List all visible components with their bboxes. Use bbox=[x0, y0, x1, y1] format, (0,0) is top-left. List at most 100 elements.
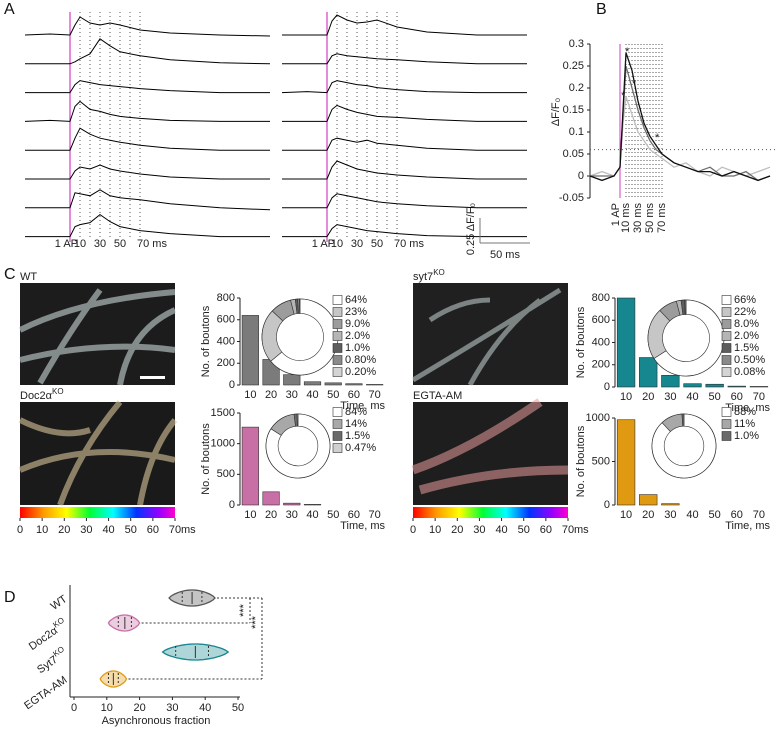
x-tick-label: 30 bbox=[664, 509, 676, 521]
bar bbox=[750, 386, 768, 387]
legend-label: 0.47% bbox=[345, 442, 376, 454]
y-tick-label: -0.05 bbox=[559, 192, 584, 204]
colorbar-tick-label: 0 bbox=[17, 524, 23, 536]
colorbar-tick-label: 0 bbox=[410, 524, 416, 536]
colorbar-tick-label: 40 bbox=[102, 524, 114, 536]
trace bbox=[25, 39, 270, 64]
bar bbox=[242, 315, 259, 385]
image-label: WT bbox=[20, 271, 37, 283]
image-label-sup: KO bbox=[52, 387, 64, 396]
legend-label: 88% bbox=[734, 406, 756, 418]
significance-mark: *** bbox=[238, 603, 250, 617]
y-tick-label: 1000 bbox=[586, 412, 610, 424]
image-label-base: EGTA-AM bbox=[413, 390, 462, 402]
colorbar-tick-label: 10 bbox=[429, 524, 441, 536]
x-tick-label: 10 bbox=[74, 238, 86, 250]
x-tick-label: 50 bbox=[327, 509, 339, 521]
trace bbox=[25, 165, 270, 179]
colorbar-tick-label: 20 bbox=[451, 524, 463, 536]
trace bbox=[282, 194, 527, 208]
bar bbox=[617, 298, 635, 387]
y-tick-label: 0.2 bbox=[569, 82, 584, 94]
legend-swatch bbox=[722, 320, 731, 329]
x-axis-label: Time, ms bbox=[340, 520, 385, 532]
y-tick-label: 0.3 bbox=[569, 38, 584, 50]
colorbar-tick-label: 60 bbox=[540, 524, 552, 536]
trace bbox=[25, 17, 270, 36]
y-axis-label: No. of boutons bbox=[575, 425, 587, 497]
legend-label: 84% bbox=[345, 406, 367, 418]
legend-swatch bbox=[722, 356, 731, 365]
donut-segment bbox=[297, 414, 298, 426]
bar bbox=[366, 384, 383, 385]
bar bbox=[728, 386, 746, 387]
x-tick-label: 50 bbox=[709, 509, 721, 521]
legend-swatch bbox=[722, 420, 731, 429]
colorbar-tick-label: 20 bbox=[58, 524, 70, 536]
legend-swatch bbox=[722, 308, 731, 317]
category-label-base: WT bbox=[48, 593, 69, 613]
legend-label: 9.0% bbox=[345, 318, 370, 330]
colorbar-tick-label: 30 bbox=[473, 524, 485, 536]
x-tick-label: 20 bbox=[642, 391, 654, 403]
y-tick-label: 0.15 bbox=[563, 104, 584, 116]
trace bbox=[282, 138, 527, 150]
y-tick-label: 0 bbox=[604, 499, 610, 511]
y-tick-label: 1000 bbox=[211, 438, 235, 450]
legend-swatch bbox=[333, 356, 342, 365]
y-axis-label: No. of boutons bbox=[200, 423, 212, 495]
legend-label: 11% bbox=[734, 418, 755, 430]
panel-label: D bbox=[4, 589, 16, 606]
x-tick-label: 50 bbox=[709, 391, 721, 403]
x-tick-label: 40 bbox=[306, 389, 318, 401]
x-tick-label: 40 bbox=[199, 702, 211, 714]
legend-label: 8.0% bbox=[734, 318, 759, 330]
bar bbox=[662, 504, 680, 505]
significance-mark: * bbox=[655, 132, 660, 144]
x-tick-label: 50 bbox=[327, 389, 339, 401]
panel-label: B bbox=[596, 1, 607, 18]
legend-swatch bbox=[333, 344, 342, 353]
y-tick-label: 0 bbox=[578, 170, 584, 182]
trace bbox=[25, 215, 270, 237]
x-tick-label: 20 bbox=[265, 509, 277, 521]
image-label-base: Doc2α bbox=[20, 390, 53, 402]
legend-label: 0.08% bbox=[734, 366, 765, 378]
x-tick-label: 70 ms bbox=[137, 238, 167, 250]
y-tick-label: 200 bbox=[592, 359, 610, 371]
y-axis-label: No. of boutons bbox=[200, 305, 212, 377]
y-tick-label: 600 bbox=[592, 314, 610, 326]
colorbar-tick-label: 50 bbox=[125, 524, 137, 536]
legend-swatch bbox=[722, 296, 731, 305]
legend-swatch bbox=[333, 320, 342, 329]
y-tick-label: 0 bbox=[229, 499, 235, 511]
x-tick-label: 70 ms bbox=[656, 203, 668, 233]
image-label: Doc2αKO bbox=[20, 387, 64, 402]
x-tick-label: 10 bbox=[620, 391, 632, 403]
x-tick-label: 10 bbox=[101, 702, 113, 714]
legend-label: 1.5% bbox=[345, 430, 370, 442]
legend-label: 23% bbox=[345, 306, 367, 318]
x-axis-label: Asynchronous fraction bbox=[102, 715, 211, 727]
colorbar bbox=[413, 507, 568, 518]
y-tick-label: 0 bbox=[604, 381, 610, 393]
legend-label: 64% bbox=[345, 294, 367, 306]
image-label: EGTA-AM bbox=[413, 390, 462, 402]
significance-mark: * bbox=[621, 90, 626, 102]
bar bbox=[263, 492, 280, 505]
image-label-base: syt7 bbox=[413, 271, 433, 283]
colorbar-tick-label: 10 bbox=[36, 524, 48, 536]
bar bbox=[284, 503, 301, 505]
bar bbox=[684, 384, 702, 387]
significance-mark: * bbox=[632, 78, 637, 90]
y-axis-label: ΔF/F₀ bbox=[550, 98, 562, 126]
x-tick-label: 10 bbox=[244, 389, 256, 401]
legend-swatch bbox=[333, 420, 342, 429]
x-axis-label: Time, ms bbox=[725, 520, 770, 532]
legend-label: 1.0% bbox=[734, 430, 759, 442]
x-tick-label: 40 bbox=[686, 509, 698, 521]
bar bbox=[706, 384, 724, 387]
trace bbox=[282, 15, 527, 35]
legend-label: 14% bbox=[345, 418, 367, 430]
bar bbox=[325, 383, 342, 385]
